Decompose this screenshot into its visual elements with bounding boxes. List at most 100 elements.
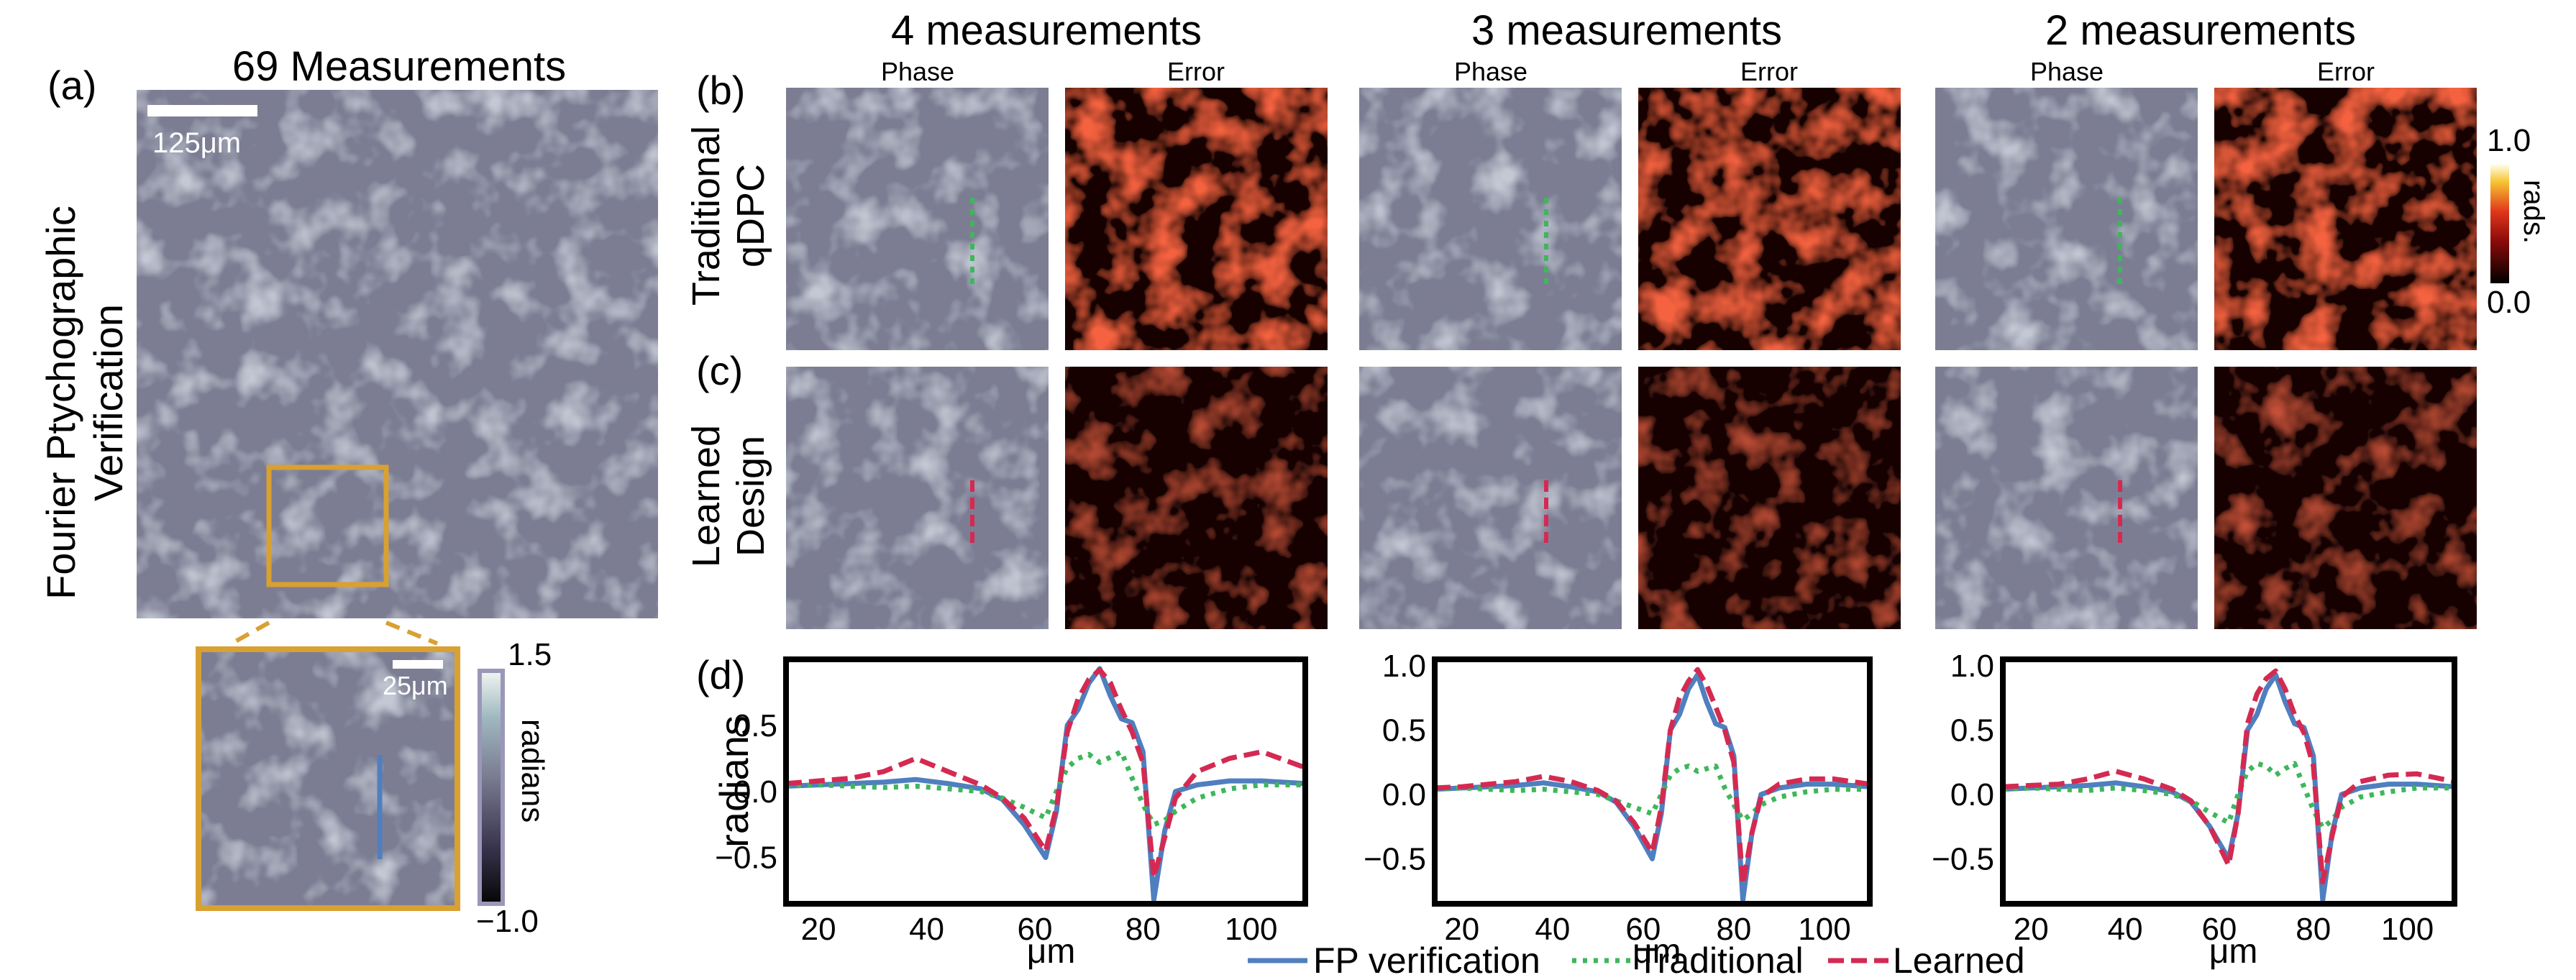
traditional-phase-image bbox=[1359, 88, 1622, 350]
traditional-error-image bbox=[1638, 88, 1901, 350]
column-label-error: Error bbox=[1167, 57, 1225, 86]
plot-frame bbox=[1432, 656, 1873, 907]
traditional-error-image bbox=[1065, 88, 1328, 350]
profile-plot-1: 20 40 60 80 100 −0.5 0.0 0.5 μm radians bbox=[711, 656, 1308, 971]
fp-phase-image bbox=[137, 90, 658, 618]
scalebar-main-label: 125μm bbox=[152, 127, 241, 159]
panel-label-d: (d) bbox=[696, 652, 745, 697]
error-colorbar-label: rads. bbox=[2518, 180, 2549, 244]
x-tick-label: 40 bbox=[909, 912, 944, 947]
row-label-learned-line1: Learned bbox=[685, 425, 728, 567]
learned-error-image bbox=[2214, 367, 2477, 629]
series-line-traditional bbox=[1434, 764, 1870, 823]
column-label-error: Error bbox=[2317, 57, 2375, 86]
y-tick-label: 0.0 bbox=[1382, 777, 1426, 812]
x-tick-label: 60 bbox=[1017, 912, 1052, 947]
y-tick-label: −0.5 bbox=[1364, 841, 1426, 876]
y-tick-label: −0.5 bbox=[1932, 841, 1994, 876]
series-line-fp bbox=[2002, 672, 2455, 903]
phase-colorbar-min: −1.0 bbox=[476, 904, 539, 939]
group-title: 3 measurements bbox=[1471, 7, 1782, 54]
vertical-title-line2: Verification bbox=[86, 304, 131, 501]
phase-colorbar bbox=[478, 669, 505, 906]
panel-label-c: (c) bbox=[696, 348, 743, 393]
inset-connector-right bbox=[385, 620, 439, 646]
y-tick-label: 0.0 bbox=[734, 774, 777, 810]
scalebar-main bbox=[147, 105, 257, 116]
y-tick-label: 0.5 bbox=[1382, 713, 1426, 748]
learned-phase-image bbox=[1935, 367, 2198, 629]
x-tick-label: 100 bbox=[2381, 912, 2434, 947]
x-axis-label: μm bbox=[1027, 933, 1076, 971]
group-title: 2 measurements bbox=[2045, 7, 2356, 54]
x-axis-label: μm bbox=[1632, 933, 1681, 971]
panel-label-b: (b) bbox=[696, 68, 745, 113]
y-tick-label: −0.5 bbox=[715, 841, 777, 876]
vertical-title: Fourier Ptychographic Verification bbox=[38, 206, 131, 600]
plot-frame bbox=[783, 656, 1308, 907]
y-tick-label: 1.0 bbox=[1950, 649, 1994, 684]
column-label-phase: Phase bbox=[2030, 57, 2104, 86]
column-label-error: Error bbox=[1740, 57, 1798, 86]
row-label-learned-line2: Design bbox=[729, 436, 772, 557]
vertical-title-line1: Fourier Ptychographic bbox=[38, 206, 83, 600]
scalebar-inset bbox=[393, 660, 443, 669]
legend-fp-label: FP verification bbox=[1313, 940, 1540, 980]
row-label-traditional-line1: Traditional bbox=[685, 126, 728, 306]
series-line-traditional bbox=[2002, 761, 2454, 830]
error-colorbar bbox=[2490, 164, 2509, 283]
x-axis-label: μm bbox=[2209, 933, 2258, 971]
x-tick-label: 60 bbox=[2201, 912, 2237, 947]
series-line-learned bbox=[2002, 668, 2455, 885]
group-title: 4 measurements bbox=[891, 7, 1202, 54]
x-tick-label: 80 bbox=[1716, 912, 1751, 947]
x-tick-label: 40 bbox=[1535, 912, 1570, 947]
inset-connector-left bbox=[230, 620, 270, 646]
learned-error-image bbox=[1638, 367, 1901, 629]
traditional-error-image bbox=[2214, 88, 2477, 350]
learned-phase-image bbox=[1359, 367, 1622, 629]
panel-label-a: (a) bbox=[47, 63, 96, 108]
group-3-measurements: 3 measurements Phase Error bbox=[1359, 7, 1901, 629]
plot-frame bbox=[2000, 656, 2457, 907]
x-tick-label: 80 bbox=[1125, 912, 1161, 947]
y-tick-label: 0.5 bbox=[1950, 713, 1994, 748]
x-tick-label: 40 bbox=[2108, 912, 2143, 947]
y-tick-label: 0.5 bbox=[734, 708, 777, 743]
profile-plot-2: 20 40 60 80 100 −0.5 0.0 0.5 1.0 μm bbox=[1364, 649, 1873, 971]
inset-phase-image bbox=[196, 646, 460, 911]
series-line-learned bbox=[785, 667, 1307, 880]
x-tick-label: 20 bbox=[1444, 912, 1479, 947]
x-tick-label: 60 bbox=[1625, 912, 1661, 947]
series-line-learned bbox=[1434, 667, 1871, 887]
left-main-title: 69 Measurements bbox=[232, 43, 566, 90]
row-label-traditional: Traditional qDPC bbox=[685, 126, 772, 306]
x-tick-label: 20 bbox=[801, 912, 836, 947]
profile-plot-3: 20 40 60 80 100 −0.5 0.0 0.5 1.0 μm bbox=[1932, 649, 2457, 971]
legend: FP verification Traditional Learned bbox=[1248, 940, 2025, 980]
error-colorbar-min: 0.0 bbox=[2487, 285, 2531, 320]
y-tick-label: 0.0 bbox=[1950, 777, 1994, 812]
x-tick-label: 100 bbox=[1225, 912, 1277, 947]
legend-traditional-label: Traditional bbox=[1637, 940, 1804, 980]
column-label-phase: Phase bbox=[1454, 57, 1527, 86]
inset-region-box bbox=[266, 464, 389, 587]
y-tick-label: 1.0 bbox=[1382, 649, 1426, 684]
traditional-phase-image bbox=[1935, 88, 2198, 350]
row-label-learned: Learned Design bbox=[685, 425, 772, 567]
scalebar-inset-label: 25μm bbox=[383, 671, 448, 700]
learned-error-image bbox=[1065, 367, 1328, 629]
error-colorbar-max: 1.0 bbox=[2487, 123, 2531, 158]
series-line-traditional bbox=[785, 749, 1305, 828]
row-label-traditional-line2: qDPC bbox=[729, 164, 772, 267]
group-2-measurements: 2 measurements Phase Error bbox=[1935, 7, 2477, 629]
profile-plots: 20 40 60 80 100 −0.5 0.0 0.5 μm radians 20 40 60 80 10… bbox=[711, 649, 2457, 971]
x-tick-label: 100 bbox=[1798, 912, 1850, 947]
column-label-phase: Phase bbox=[881, 57, 954, 86]
legend-learned-label: Learned bbox=[1893, 940, 2025, 980]
learned-phase-image bbox=[786, 367, 1049, 629]
phase-colorbar-max: 1.5 bbox=[508, 637, 552, 672]
traditional-phase-image bbox=[786, 88, 1049, 350]
group-4-measurements: 4 measurements Phase Error bbox=[786, 7, 1328, 629]
